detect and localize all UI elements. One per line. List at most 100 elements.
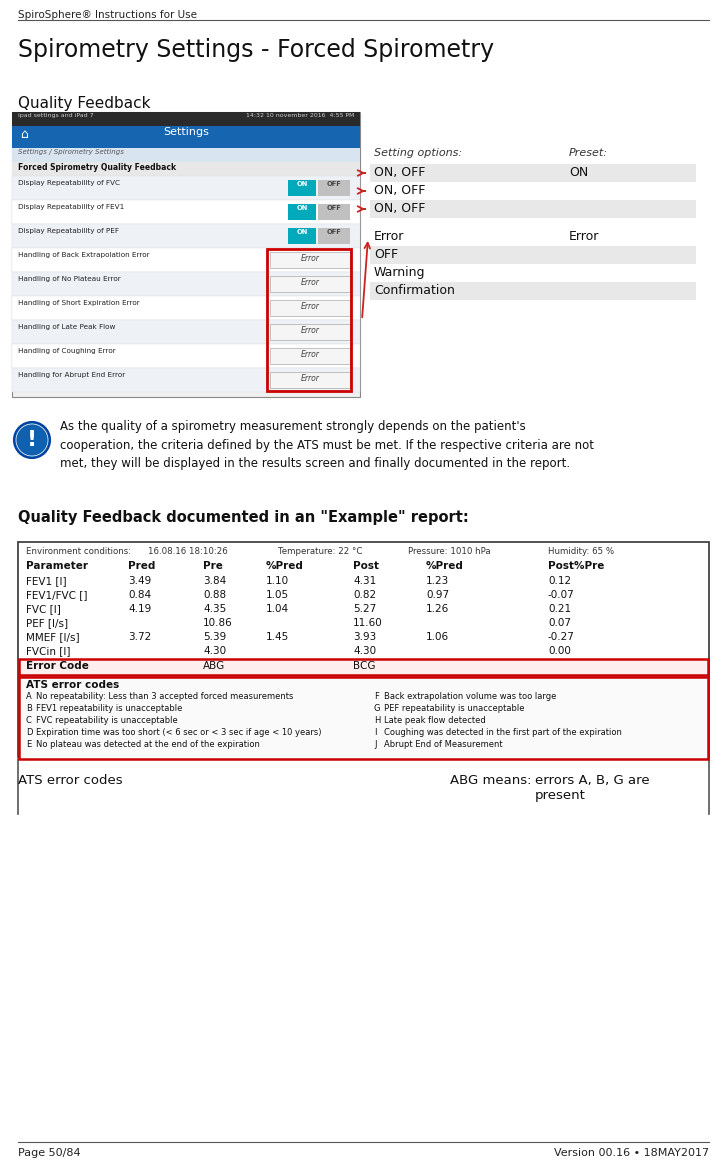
Text: FEV1 repeatability is unacceptable: FEV1 repeatability is unacceptable [36, 704, 182, 714]
Text: Abrupt End of Measurement: Abrupt End of Measurement [384, 740, 502, 748]
Text: Display Repeatability of FEV1: Display Repeatability of FEV1 [18, 204, 124, 210]
Text: FEV1 [l]: FEV1 [l] [26, 576, 67, 585]
Text: 4.30: 4.30 [353, 646, 376, 656]
Text: Quality Feedback documented in an "Example" report:: Quality Feedback documented in an "Examp… [18, 510, 469, 525]
Bar [12, 112, 360, 397]
Text: 0.07: 0.07 [548, 618, 571, 629]
Text: ON, OFF: ON, OFF [374, 166, 425, 179]
Text: J: J [374, 740, 377, 748]
Bar [12, 176, 360, 200]
Text: F: F [374, 693, 379, 701]
Text: 3.84: 3.84 [203, 576, 226, 585]
Text: Coughing was detected in the first part of the expiration: Coughing was detected in the first part … [384, 728, 622, 737]
Text: 1.04: 1.04 [266, 604, 289, 613]
Bar [12, 345, 360, 368]
Text: %Pred: %Pred [426, 561, 464, 572]
Text: 14:32 10 november 2016  4:55 PM: 14:32 10 november 2016 4:55 PM [246, 113, 354, 118]
Text: Post: Post [353, 561, 379, 572]
Bar [370, 164, 696, 182]
Text: Back extrapolation volume was too large: Back extrapolation volume was too large [384, 693, 556, 701]
Text: 0.00: 0.00 [548, 646, 571, 656]
Text: Pred: Pred [128, 561, 156, 572]
Text: FEV1/FVC []: FEV1/FVC [] [26, 590, 87, 599]
Bar [12, 223, 360, 248]
Bar [270, 348, 350, 364]
Text: OFF: OFF [326, 205, 342, 211]
Text: Error: Error [300, 350, 319, 359]
Text: Parameter: Parameter [26, 561, 88, 572]
Text: Handling of Short Expiration Error: Handling of Short Expiration Error [18, 300, 140, 306]
Bar [12, 112, 360, 126]
Text: I: I [374, 728, 377, 737]
Text: 4.19: 4.19 [128, 604, 151, 613]
Text: No plateau was detected at the end of the expiration: No plateau was detected at the end of th… [36, 740, 260, 748]
Text: !: ! [27, 430, 37, 450]
Bar [370, 200, 696, 218]
Text: Forced Spirometry Quality Feedback: Forced Spirometry Quality Feedback [18, 163, 176, 172]
Text: ON: ON [297, 180, 308, 187]
Bar [288, 204, 316, 220]
Circle shape [14, 423, 50, 457]
Text: ABG: ABG [203, 661, 225, 670]
Bar [12, 126, 360, 148]
Text: OFF: OFF [326, 180, 342, 187]
Text: 1.06: 1.06 [426, 632, 449, 643]
Text: Spirometry Settings - Forced Spirometry: Spirometry Settings - Forced Spirometry [18, 38, 494, 62]
Text: ATS error codes: ATS error codes [26, 680, 119, 690]
Text: 3.72: 3.72 [128, 632, 151, 643]
Text: ON: ON [297, 205, 308, 211]
Text: B: B [26, 704, 32, 714]
Text: 0.21: 0.21 [548, 604, 571, 613]
Text: 1.26: 1.26 [426, 604, 449, 613]
Text: Expiration time was too short (< 6 sec or < 3 sec if age < 10 years): Expiration time was too short (< 6 sec o… [36, 728, 321, 737]
Bar [370, 282, 696, 300]
Text: -0.27: -0.27 [548, 632, 575, 643]
Text: Late peak flow detected: Late peak flow detected [384, 716, 486, 725]
Bar [370, 246, 696, 264]
Bar [12, 320, 360, 345]
Bar [12, 162, 360, 176]
Text: Environment conditions:: Environment conditions: [26, 547, 131, 556]
Bar [12, 368, 360, 392]
Text: 0.12: 0.12 [548, 576, 571, 585]
Bar [18, 542, 709, 757]
Text: E: E [26, 740, 31, 748]
Text: FVC repeatability is unacceptable: FVC repeatability is unacceptable [36, 716, 177, 725]
Text: -0.07: -0.07 [548, 590, 575, 599]
Text: ipad settings and iPad 7: ipad settings and iPad 7 [18, 113, 94, 118]
Text: 3.49: 3.49 [128, 576, 151, 585]
Bar [12, 148, 360, 162]
Text: 1.23: 1.23 [426, 576, 449, 585]
Text: PEF repeatability is unacceptable: PEF repeatability is unacceptable [384, 704, 524, 714]
Text: Version 00.16 • 18MAY2017: Version 00.16 • 18MAY2017 [554, 1148, 709, 1158]
Bar [270, 251, 350, 268]
Bar [370, 228, 696, 246]
Text: 3.93: 3.93 [353, 632, 377, 643]
Text: 16.08.16 18:10:26: 16.08.16 18:10:26 [148, 547, 228, 556]
Bar [270, 300, 350, 315]
Text: C: C [26, 716, 32, 725]
Bar [270, 276, 350, 292]
Text: 0.82: 0.82 [353, 590, 376, 599]
Text: Handling of Back Extrapolation Error: Handling of Back Extrapolation Error [18, 251, 150, 258]
Bar [12, 272, 360, 296]
Text: 1.10: 1.10 [266, 576, 289, 585]
Text: ON, OFF: ON, OFF [374, 203, 425, 215]
Text: Handling of Late Peak Flow: Handling of Late Peak Flow [18, 324, 116, 331]
Text: 5.27: 5.27 [353, 604, 377, 613]
Text: G: G [374, 704, 380, 714]
Text: 4.35: 4.35 [203, 604, 226, 613]
Bar [370, 264, 696, 282]
Bar [270, 324, 350, 340]
Text: SpiroSphere® Instructions for Use: SpiroSphere® Instructions for Use [18, 10, 197, 20]
Text: ON: ON [569, 166, 588, 179]
Text: 1.45: 1.45 [266, 632, 289, 643]
Text: Error: Error [374, 230, 404, 243]
Text: 0.97: 0.97 [426, 590, 449, 599]
Text: Error: Error [569, 230, 599, 243]
Text: Error: Error [300, 254, 319, 263]
Text: No repeatability: Less than 3 accepted forced measurements: No repeatability: Less than 3 accepted f… [36, 693, 294, 701]
Text: As the quality of a spirometry measurement strongly depends on the patient's
coo: As the quality of a spirometry measureme… [60, 420, 594, 470]
Text: Settings / Spirometry Settings: Settings / Spirometry Settings [18, 149, 124, 155]
Text: Preset:: Preset: [569, 148, 608, 158]
